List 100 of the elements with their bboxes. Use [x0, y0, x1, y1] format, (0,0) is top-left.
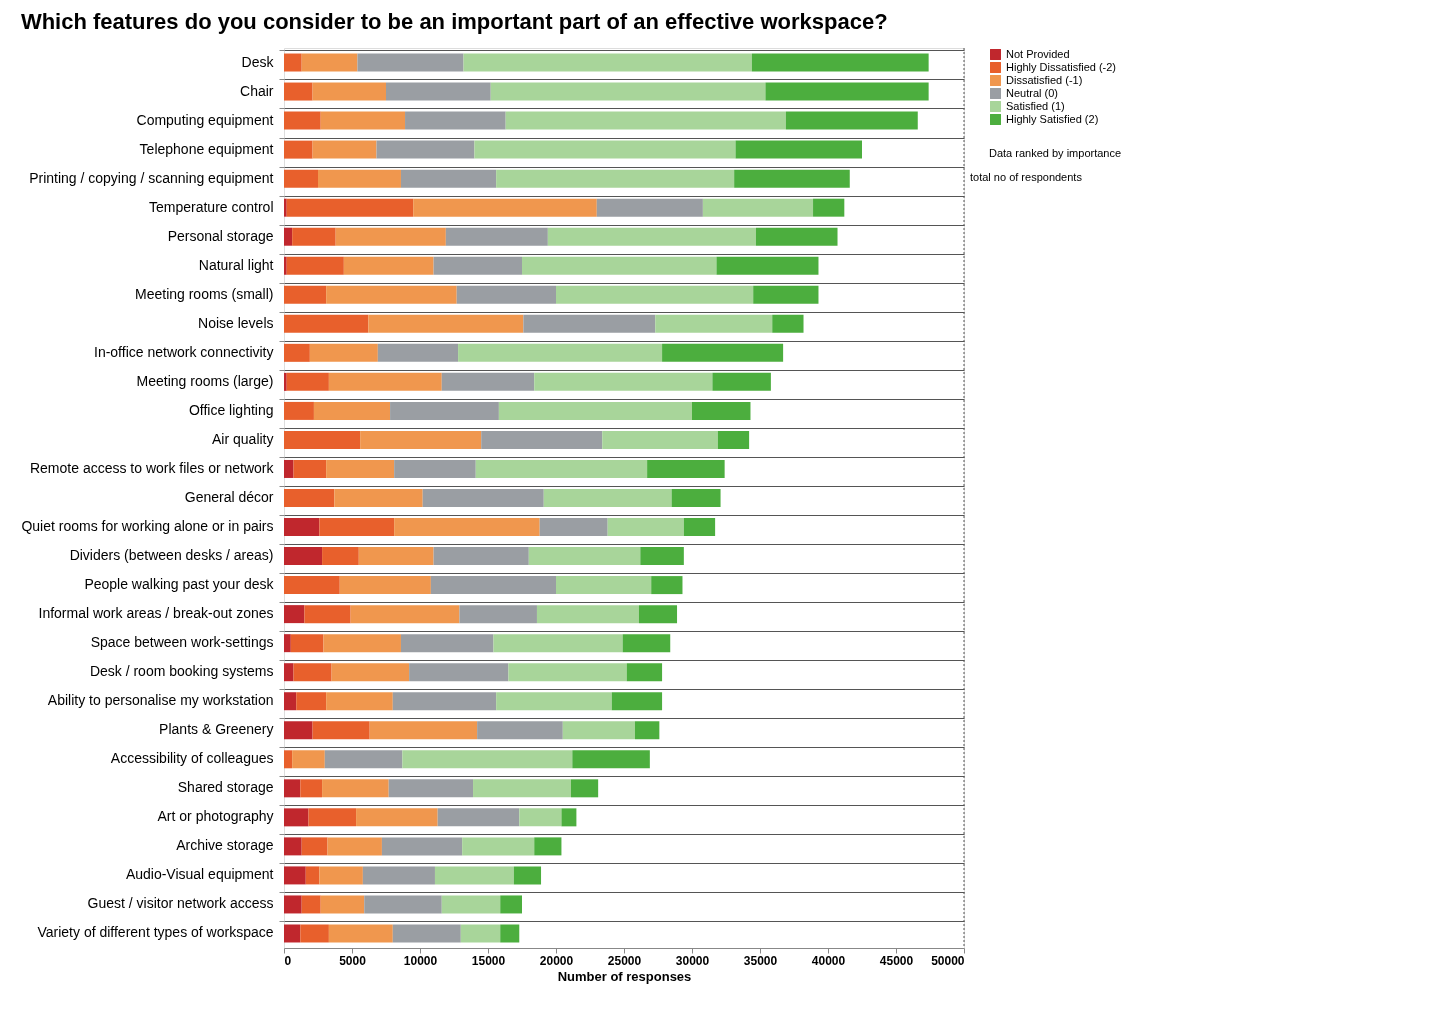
bar [753, 285, 819, 304]
bar [430, 576, 556, 595]
bar [360, 430, 482, 449]
bar [626, 663, 663, 682]
x-tick-label: 35000 [743, 953, 778, 968]
bar [459, 605, 537, 624]
x-tick-label: 45000 [879, 953, 914, 968]
bar [505, 111, 786, 130]
bar [702, 198, 814, 217]
bar [662, 343, 784, 362]
bar [356, 808, 438, 827]
bar [301, 837, 328, 856]
bar [655, 314, 773, 333]
bar [305, 866, 320, 885]
bar [392, 924, 461, 943]
legend-label: Satisfied (1) [1006, 99, 1065, 112]
legend-label: Highly Satisfied (2) [1006, 112, 1099, 125]
bar [284, 82, 313, 101]
bar [400, 169, 497, 188]
bar [326, 285, 457, 304]
bar [458, 343, 663, 362]
bar [751, 53, 929, 72]
bar [456, 285, 556, 304]
bar [284, 779, 301, 798]
y-tick-label: Quiet rooms for working alone or in pairs [21, 518, 274, 535]
bar [460, 924, 501, 943]
bar [319, 518, 395, 537]
bar [638, 605, 678, 624]
bar [284, 924, 301, 943]
y-tick-label: Audio-Visual equipment [125, 866, 274, 883]
x-tick-label: 10000 [403, 953, 438, 968]
bar [350, 605, 460, 624]
bar [683, 518, 716, 537]
bar [334, 489, 423, 507]
bar [765, 82, 929, 101]
y-tick-label: Guest / visitor network access [87, 895, 274, 912]
bar [388, 779, 474, 798]
bar [640, 547, 684, 566]
x-tick-label: 30000 [675, 953, 710, 968]
bar [324, 750, 403, 769]
x-tick-label: 20000 [539, 953, 574, 968]
bar [547, 227, 756, 246]
bar [490, 82, 766, 101]
bar [284, 459, 294, 478]
bar [433, 547, 529, 566]
y-tick-label: Desk [241, 53, 275, 70]
bar [284, 605, 305, 624]
bar [300, 924, 329, 943]
bar [312, 721, 370, 740]
bar [328, 372, 442, 391]
bar [286, 256, 344, 275]
bar [284, 634, 291, 653]
bar [634, 721, 660, 740]
bar [284, 227, 293, 246]
bar [284, 198, 287, 217]
text: Data ranked by importance [989, 147, 1122, 159]
y-tick-label: Archive storage [176, 837, 274, 854]
legend-label: Neutral (0) [1006, 86, 1058, 99]
bar [772, 314, 804, 333]
bar [286, 198, 414, 217]
bar [328, 924, 393, 943]
bar [519, 808, 562, 827]
y-tick-label: Space between work-settings [90, 634, 274, 651]
bar [326, 459, 395, 478]
bar [284, 866, 306, 885]
bar [647, 459, 725, 478]
y-tick-label: Shared storage [177, 779, 274, 796]
bar [528, 547, 641, 566]
y-tick-label: Plants & Greenery [159, 721, 274, 738]
bar [513, 866, 542, 885]
bar [712, 372, 771, 391]
bar [496, 692, 612, 711]
x-tick-label: 5000 [339, 953, 367, 968]
bar [570, 779, 599, 798]
y-tick-label: Ability to personalise my workstation [47, 692, 274, 709]
bar [716, 256, 819, 275]
bar [496, 169, 735, 188]
y-tick-label: Air quality [212, 430, 274, 447]
x-tick-label: 15000 [471, 953, 506, 968]
bar [339, 576, 431, 595]
bar [320, 111, 406, 130]
bar [300, 779, 323, 798]
y-tick-label: Accessibility of colleagues [110, 750, 274, 767]
bar [327, 837, 382, 856]
bar [434, 866, 514, 885]
bar [523, 314, 656, 333]
bar [413, 198, 597, 217]
bar [556, 285, 754, 304]
y-tick-label: General décor [184, 489, 274, 505]
y-tick-label: Meeting rooms (small) [135, 285, 274, 302]
bar [284, 547, 323, 566]
bar [572, 750, 650, 769]
bar [813, 198, 845, 217]
bar [284, 663, 294, 682]
bar [335, 227, 446, 246]
y-tick-label: Personal storage [167, 227, 274, 244]
legend-label: Not Provided [1006, 47, 1070, 60]
bar [296, 692, 327, 711]
bar [284, 489, 335, 507]
bar [671, 489, 721, 507]
